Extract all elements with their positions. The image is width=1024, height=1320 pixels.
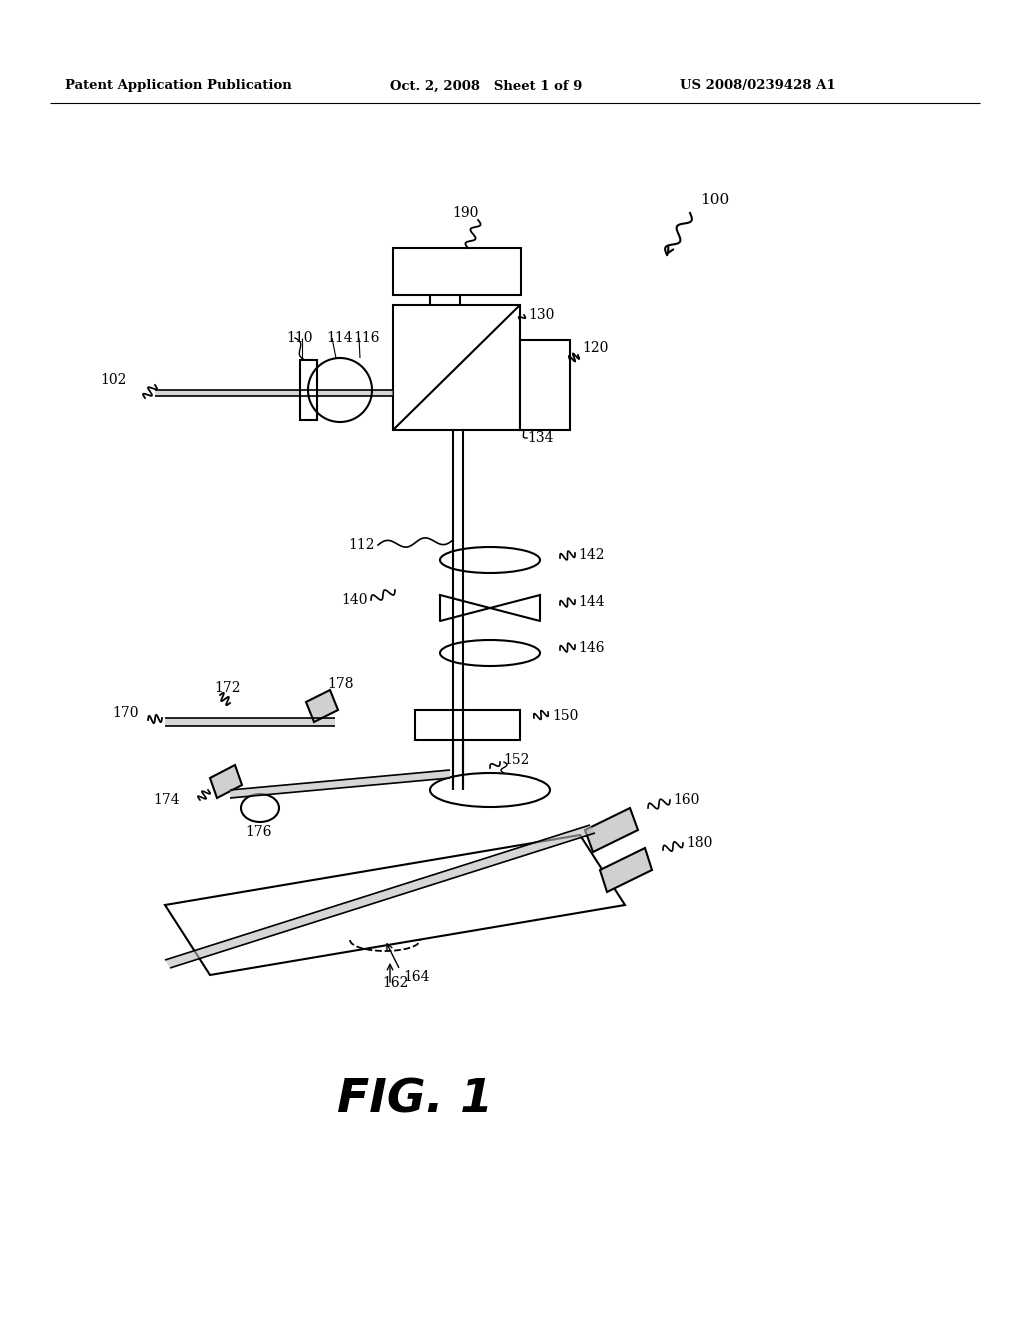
Text: 102: 102: [100, 374, 126, 387]
Text: US 2008/0239428 A1: US 2008/0239428 A1: [680, 79, 836, 92]
Polygon shape: [155, 389, 393, 396]
Ellipse shape: [440, 640, 540, 667]
Polygon shape: [306, 690, 338, 722]
Bar: [300, 360, 317, 420]
Text: 120: 120: [582, 341, 608, 355]
Text: 174: 174: [154, 793, 180, 807]
Text: 176: 176: [245, 825, 271, 840]
Text: 130: 130: [528, 308, 554, 322]
Polygon shape: [585, 808, 638, 851]
Polygon shape: [165, 836, 625, 975]
Text: FIG. 1: FIG. 1: [337, 1077, 493, 1122]
Text: 150: 150: [552, 709, 579, 723]
Text: 140: 140: [341, 593, 368, 607]
Polygon shape: [165, 825, 595, 968]
Bar: [415, 710, 520, 741]
Polygon shape: [600, 847, 652, 892]
Text: 146: 146: [578, 642, 604, 655]
Polygon shape: [210, 766, 242, 799]
Polygon shape: [165, 718, 335, 726]
Text: 142: 142: [578, 548, 604, 562]
Text: 114: 114: [326, 331, 352, 345]
Text: 190: 190: [452, 206, 478, 220]
Text: 172: 172: [214, 681, 241, 696]
Text: 170: 170: [112, 706, 138, 719]
Text: 152: 152: [503, 752, 529, 767]
Text: 160: 160: [673, 793, 699, 807]
Text: Oct. 2, 2008   Sheet 1 of 9: Oct. 2, 2008 Sheet 1 of 9: [390, 79, 583, 92]
Text: 180: 180: [686, 836, 713, 850]
Bar: [393, 248, 521, 294]
Polygon shape: [230, 770, 450, 799]
Ellipse shape: [241, 795, 279, 822]
Bar: [520, 341, 570, 430]
Text: 134: 134: [527, 432, 554, 445]
Text: 144: 144: [578, 595, 604, 609]
Text: 164: 164: [403, 970, 429, 983]
Text: Patent Application Publication: Patent Application Publication: [65, 79, 292, 92]
Text: 116: 116: [353, 331, 380, 345]
Text: 162: 162: [382, 975, 409, 990]
Ellipse shape: [430, 774, 550, 807]
Text: 178: 178: [327, 677, 353, 690]
Text: 110: 110: [286, 331, 312, 345]
Bar: [393, 305, 520, 430]
Text: 112: 112: [348, 539, 375, 552]
Text: 100: 100: [700, 193, 729, 207]
Ellipse shape: [440, 546, 540, 573]
